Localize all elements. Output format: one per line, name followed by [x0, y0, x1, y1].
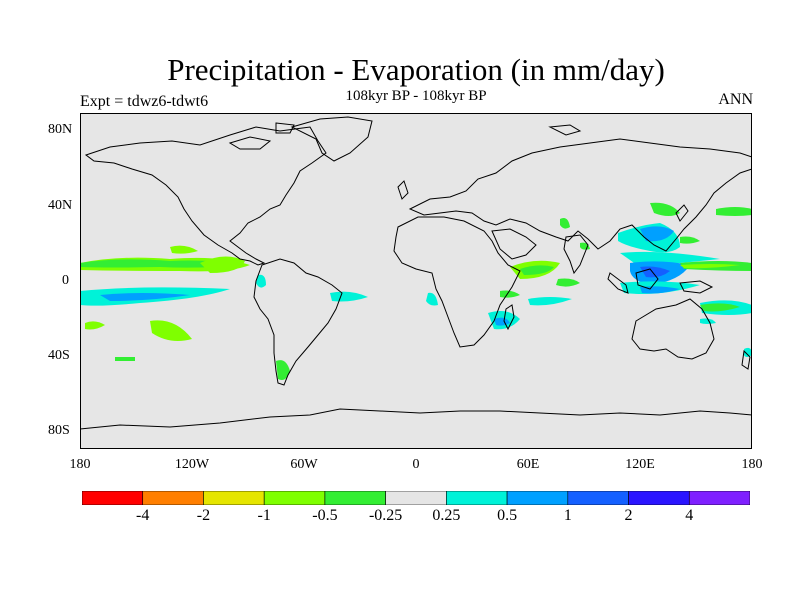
eurasia-coast: [408, 138, 752, 252]
greenland-coast: [290, 116, 373, 162]
australia-coast: [631, 298, 715, 360]
new-zealand-coast: [741, 349, 751, 370]
colorbar-swatch: [324, 491, 386, 505]
borneo-coast: [635, 268, 659, 290]
arctic-islands-coast: [228, 122, 582, 150]
lat-tick-label: 40N: [48, 198, 73, 213]
lat-tick-label: 80S: [48, 423, 70, 438]
lon-tick-label: 120W: [174, 457, 210, 472]
colorbar-swatch: [385, 491, 447, 505]
antarctica-coast: [80, 408, 752, 430]
south-america-coast: [253, 258, 343, 386]
colorbar-tick-label: 4: [685, 507, 694, 524]
colorbar-tick-label: 1: [563, 507, 572, 524]
colorbar-swatch: [446, 491, 508, 505]
japan-coast: [675, 204, 689, 222]
colorbar-tick-label: -0.25: [368, 507, 403, 524]
colorbar-tick-label: 0.5: [497, 507, 518, 524]
north-america-coast: [84, 126, 327, 266]
new-guinea-coast: [679, 280, 714, 294]
colorbar-swatch: [567, 491, 629, 505]
experiment-label: Expt = tdwz6-tdwt6: [80, 93, 209, 110]
season-label: ANN: [718, 91, 753, 108]
coastlines: [80, 116, 752, 430]
lon-tick-label: 60W: [290, 457, 318, 472]
anomaly-patches: [80, 202, 752, 380]
arabia-coast: [491, 228, 537, 260]
colorbar-swatch: [263, 491, 326, 505]
uk-coast: [397, 180, 409, 200]
colorbar-tick-label: 0.25: [432, 507, 461, 524]
africa-coast: [393, 216, 521, 348]
colorbar-tick-label: -1: [257, 507, 271, 524]
lat-tick-label: 80N: [48, 122, 73, 137]
lon-tick-label: 120E: [625, 457, 655, 472]
map-border: [80, 113, 752, 449]
colorbar-swatch: [82, 491, 144, 505]
colorbar-tick-label: -4: [136, 507, 150, 524]
colorbar-swatch: [142, 491, 204, 505]
lon-tick-label: 0: [412, 457, 420, 472]
colorbar-swatch: [688, 491, 750, 505]
india-coast: [563, 234, 589, 275]
colorbar-swatch: [628, 491, 690, 505]
map-subtitle: 108kyr BP - 108kyr BP: [345, 88, 487, 104]
colorbar-swatch: [203, 491, 265, 505]
colorbar-tick-label: -2: [196, 507, 211, 524]
colorbar-tick-label: 2: [624, 507, 633, 524]
map-plot: [80, 113, 752, 449]
sumatra-coast: [607, 272, 629, 294]
colorbar: [82, 491, 750, 505]
lon-tick-label: 180: [69, 457, 91, 472]
lat-tick-label: 0: [62, 273, 69, 288]
lon-tick-label: 180: [741, 457, 763, 472]
lon-tick-label: 60E: [516, 457, 540, 472]
colorbar-tick-label: -0.5: [312, 507, 338, 524]
lat-tick-label: 40S: [48, 348, 70, 363]
map-title: Precipitation - Evaporation (in mm/day): [167, 52, 665, 87]
madagascar-coast: [503, 304, 515, 331]
colorbar-swatch: [506, 491, 569, 505]
